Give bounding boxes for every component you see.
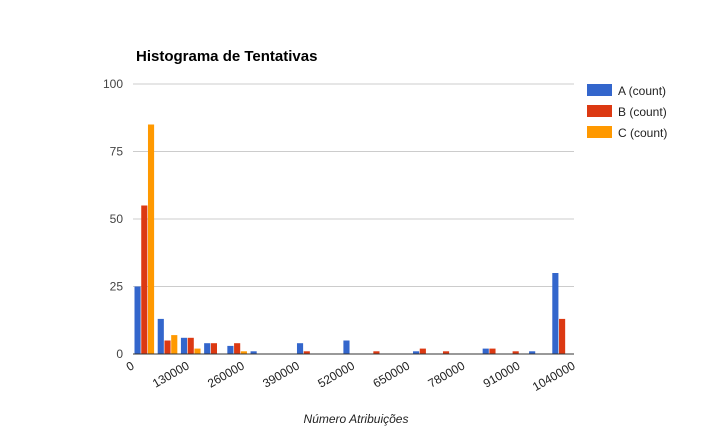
- bar-c-bin-4[interactable]: [240, 351, 247, 354]
- bar-b-bin-0[interactable]: [141, 205, 148, 355]
- bar-a-bin-1[interactable]: [157, 318, 164, 354]
- bar-b-bin-13[interactable]: [442, 351, 450, 354]
- bar-b-bin-1[interactable]: [164, 340, 171, 355]
- x-tick-label: 650000: [370, 358, 412, 390]
- legend-label[interactable]: B (count): [618, 105, 667, 119]
- y-tick-label: 50: [110, 212, 124, 226]
- legend-swatch: [587, 105, 612, 117]
- legend-label[interactable]: A (count): [618, 84, 666, 98]
- bar-b-bin-16[interactable]: [512, 351, 519, 354]
- legend[interactable]: A (count) B (count) C (count): [587, 84, 667, 140]
- x-tick-label: 1040000: [530, 358, 578, 394]
- bar-a-bin-7[interactable]: [296, 343, 304, 354]
- bar-c-bin-0[interactable]: [147, 124, 155, 355]
- bar-a-bin-3[interactable]: [204, 343, 211, 354]
- y-axis-ticks: 0 25 50 75 100: [103, 77, 123, 361]
- bar-a-bin-18[interactable]: [552, 273, 559, 354]
- bar-a-bin-9[interactable]: [343, 340, 350, 355]
- y-tick-label: 75: [110, 145, 124, 159]
- y-tick-label: 25: [110, 280, 124, 294]
- bar-b-bin-15[interactable]: [489, 348, 496, 354]
- x-tick-label: 0: [124, 358, 137, 374]
- bar-c-bin-1[interactable]: [171, 335, 178, 354]
- x-tick-label: 780000: [426, 358, 468, 390]
- chart-title: Histograma de Tentativas: [136, 48, 317, 65]
- bar-b-bin-12[interactable]: [419, 348, 426, 354]
- legend-swatch: [587, 84, 612, 96]
- bar-a-bin-2[interactable]: [180, 337, 188, 354]
- bars[interactable]: [134, 124, 566, 355]
- x-axis-label: Número Atribuições: [304, 412, 409, 426]
- bar-b-bin-7[interactable]: [303, 351, 310, 354]
- bar-a-bin-12[interactable]: [413, 351, 420, 354]
- x-tick-label: 390000: [260, 358, 302, 390]
- bar-b-bin-2[interactable]: [187, 337, 194, 354]
- bar-a-bin-17[interactable]: [529, 351, 536, 354]
- x-axis-ticks: 0 130000 260000 390000 520000 650000 780000 910…: [124, 358, 578, 394]
- legend-swatch: [587, 126, 612, 138]
- bar-a-bin-0[interactable]: [134, 286, 141, 355]
- bar-b-bin-4[interactable]: [234, 343, 241, 354]
- bar-b-bin-18[interactable]: [559, 318, 566, 354]
- x-tick-label: 260000: [205, 358, 247, 390]
- bar-b-bin-10[interactable]: [373, 351, 380, 354]
- bar-b-bin-3[interactable]: [210, 343, 218, 354]
- bar-a-bin-5[interactable]: [250, 351, 257, 354]
- x-tick-label: 130000: [150, 358, 192, 390]
- bar-a-bin-4[interactable]: [227, 345, 234, 354]
- bar-a-bin-15[interactable]: [482, 348, 489, 354]
- x-tick-label: 520000: [315, 358, 357, 390]
- x-tick-label: 910000: [481, 358, 523, 390]
- y-tick-label: 100: [103, 77, 123, 91]
- y-tick-label: 0: [116, 347, 123, 361]
- legend-label[interactable]: C (count): [618, 126, 667, 140]
- gridlines: [133, 83, 574, 287]
- bar-c-bin-2[interactable]: [194, 348, 201, 354]
